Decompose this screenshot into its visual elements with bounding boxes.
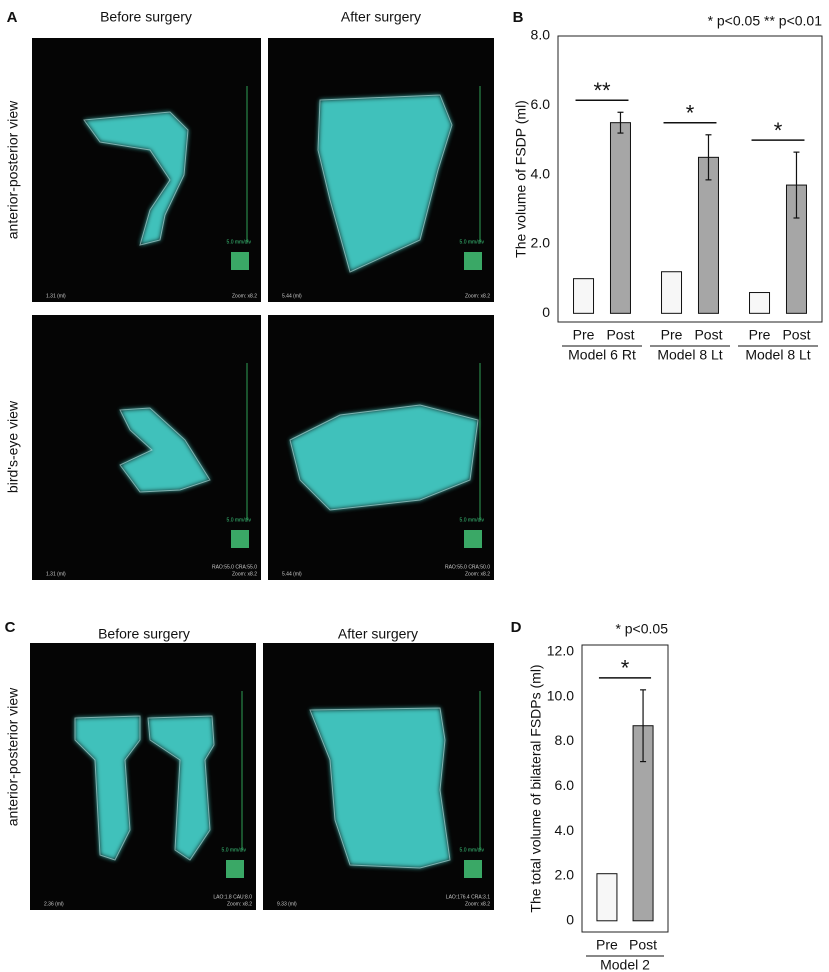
zoom-label: Zoom: x8.2 (465, 901, 490, 907)
significance-mark: * (774, 118, 783, 143)
row-label: anterior-posterior view (5, 100, 21, 239)
zoom-label: Zoom: x8.2 (232, 571, 257, 577)
group-label: Model 8 Lt (745, 347, 810, 363)
zoom-label: Zoom: x8.2 (232, 293, 257, 299)
volume-render (75, 716, 214, 860)
annotation: * p<0.05 ** p<0.01 (708, 13, 823, 29)
plot-frame (557, 35, 823, 323)
volume-highlight (119, 407, 211, 493)
view-label: RAO:55.0 CRA:50.0 (445, 564, 490, 570)
y-tick-label: 6.0 (531, 96, 551, 112)
volume-render (84, 112, 188, 245)
scale-label: 5.0 mm/div (460, 239, 485, 245)
volume-render (120, 408, 210, 492)
y-tick-label: 2.0 (531, 235, 551, 251)
volume-label: 9.33 (ml) (277, 901, 297, 907)
panel-label: C (5, 619, 16, 636)
y-tick-label: 4.0 (555, 822, 575, 838)
ct-image (30, 643, 256, 910)
volume-highlight (317, 94, 453, 273)
bar-label: Post (629, 937, 657, 953)
annotation: * p<0.05 (615, 621, 668, 637)
volume-render (310, 708, 450, 868)
significance-mark: * (686, 101, 695, 126)
group-label: Model 8 Lt (657, 347, 722, 363)
scale-label: 5.0 mm/div (460, 847, 485, 853)
bar (609, 122, 631, 314)
group-label: Model 6 Rt (568, 347, 636, 363)
volume-highlight (289, 404, 479, 511)
significance-mark: ** (593, 78, 611, 103)
orientation-cube (464, 530, 482, 548)
y-axis-label: The volume of FSDP (ml) (513, 100, 529, 258)
volume-label: 5.44 (ml) (282, 293, 302, 299)
view-label: LAO:1.8 CAU:8.0 (213, 894, 252, 900)
orientation-cube (231, 252, 249, 270)
bar-label: Post (782, 327, 810, 343)
view-label: RAO:55.0 CRA:55.0 (212, 564, 257, 570)
bar-label: Post (694, 327, 722, 343)
view-label: LAO:176.4 CRA:3.1 (446, 894, 490, 900)
volume-label: 1.31 (ml) (46, 571, 66, 577)
y-tick-label: 6.0 (555, 777, 575, 793)
panel-label: B (513, 9, 524, 26)
orientation-cube (464, 860, 482, 878)
volume-label: 1.31 (ml) (46, 293, 66, 299)
bar (661, 271, 683, 314)
bar-label: Pre (573, 327, 595, 343)
y-tick-label: 12.0 (547, 642, 574, 658)
orientation-cube (231, 530, 249, 548)
y-tick-label: 10.0 (547, 687, 574, 703)
bar-label: Pre (661, 327, 683, 343)
significance-mark: * (621, 656, 630, 681)
bar (749, 292, 771, 314)
row-label: bird's-eye view (5, 400, 21, 493)
zoom-label: Zoom: x8.2 (227, 901, 252, 907)
volume-render (290, 405, 478, 510)
scale-label: 5.0 mm/div (222, 847, 247, 853)
column-header: Before surgery (100, 9, 192, 25)
y-tick-label: 8.0 (531, 27, 551, 43)
y-tick-label: 0 (542, 304, 550, 320)
bar-label: Pre (749, 327, 771, 343)
plot-frame (581, 644, 669, 933)
volume-label: 5.44 (ml) (282, 571, 302, 577)
volume-highlight (309, 707, 451, 869)
bar-label: Post (606, 327, 634, 343)
panel-label: A (7, 9, 18, 26)
orientation-cube (464, 252, 482, 270)
y-tick-label: 8.0 (555, 732, 575, 748)
y-axis-label: The total volume of bilateral FSDPs (ml) (528, 664, 544, 912)
scale-label: 5.0 mm/div (227, 517, 252, 523)
group-label: Model 2 (600, 957, 650, 972)
bar (596, 873, 618, 922)
y-tick-label: 4.0 (531, 165, 551, 181)
column-header: After surgery (338, 626, 418, 642)
column-header: After surgery (341, 9, 421, 25)
volume-label: 2.36 (ml) (44, 901, 64, 907)
scale-label: 5.0 mm/div (227, 239, 252, 245)
ct-image (32, 38, 261, 302)
panel-label: D (511, 619, 522, 636)
orientation-cube (226, 860, 244, 878)
column-header: Before surgery (98, 626, 190, 642)
bar-label: Pre (596, 937, 618, 953)
y-tick-label: 2.0 (555, 867, 575, 883)
volume-render (318, 95, 452, 272)
volume-highlight (83, 111, 189, 246)
scale-label: 5.0 mm/div (460, 517, 485, 523)
zoom-label: Zoom: x8.2 (465, 293, 490, 299)
volume-highlight (74, 715, 215, 861)
y-tick-label: 0 (566, 911, 574, 927)
zoom-label: Zoom: x8.2 (465, 571, 490, 577)
ct-image (32, 315, 261, 580)
bar (573, 278, 595, 314)
bar (697, 156, 719, 314)
row-label: anterior-posterior view (5, 687, 21, 826)
